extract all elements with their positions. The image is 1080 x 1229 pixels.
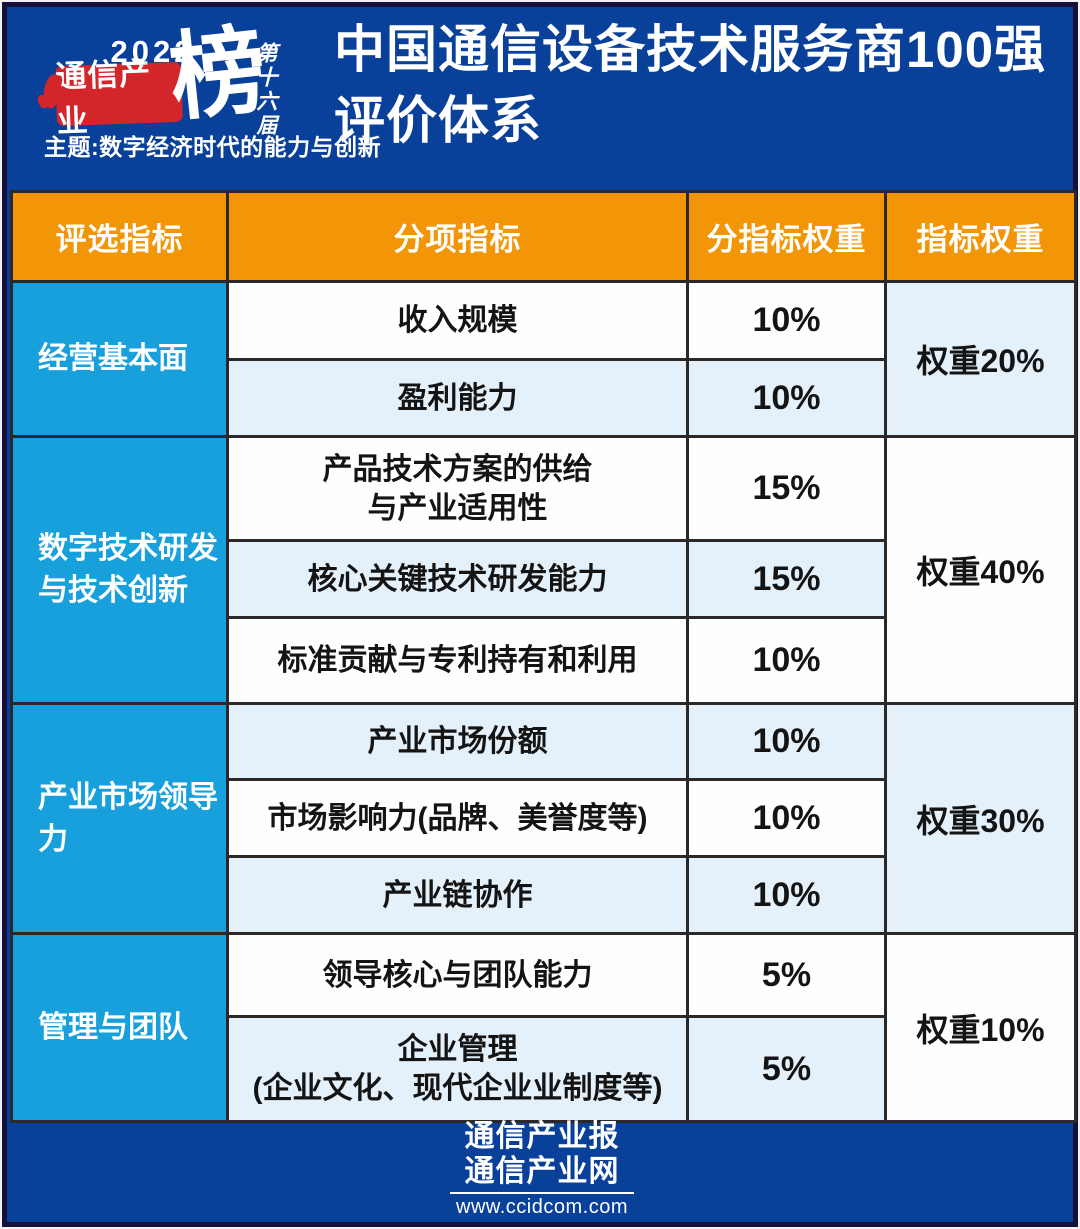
sub-weight-cell: 5%: [686, 1015, 887, 1123]
header-sub-indicator: 分项指标: [226, 190, 689, 283]
page-title-line2: 评价体系: [334, 92, 543, 149]
sub-weight-cell: 15%: [686, 435, 887, 542]
sub-weight-cell: 10%: [686, 280, 887, 361]
indicator-cell: 标准贡献与专利持有和利用: [226, 616, 689, 705]
group-cell-market-leadership: 产业市场领导力: [10, 702, 229, 935]
table-row: 产业市场领导力 产业市场份额 10% 权重30%: [10, 702, 1077, 935]
header-sub-indicator-weight: 分指标权重: [686, 190, 887, 283]
table-row: 产业链协作 10%: [12, 855, 1076, 935]
sub-weight-cell: 10%: [686, 702, 887, 781]
indicator-cell: 市场影响力(品牌、美誉度等): [226, 778, 689, 858]
header-indicator-weight: 指标权重: [884, 190, 1077, 283]
page-title-line1: 中国通信设备技术服务商100强: [334, 21, 1047, 78]
table-row: 市场影响力(品牌、美誉度等) 10%: [12, 778, 1076, 858]
table-row: 管理与团队 领导核心与团队能力 5% 权重10%: [10, 932, 1077, 1123]
table-row: 核心关键技术研发能力 15%: [12, 539, 1076, 619]
table-row: 经营基本面 收入规模 10% 权重20%: [10, 280, 1077, 438]
group-weight-cell: 权重20%: [884, 280, 1077, 438]
footer-brand-newspaper: 通信产业报: [464, 1120, 620, 1153]
table-row: 企业管理 (企业文化、现代企业业制度等) 5%: [12, 1015, 1076, 1123]
page-title: 中国通信设备技术服务商100强 评价体系: [334, 14, 1074, 156]
group-cell-fundamentals: 经营基本面: [10, 280, 229, 438]
group-cell-digital-tech: 数字技术研发与技术创新: [10, 435, 229, 705]
group-weight-cell: 权重40%: [884, 435, 1077, 705]
header-selection-indicator: 评选指标: [10, 190, 229, 283]
indicator-cell: 产品技术方案的供给 与产业适用性: [226, 435, 689, 542]
group-weight-cell: 权重10%: [884, 932, 1077, 1123]
logo-red-brush-box: 通信产业: [55, 56, 184, 139]
footer-url: www.ccidcom.com: [450, 1192, 634, 1219]
indicator-cell: 产业链协作: [226, 855, 689, 935]
sub-weight-cell: 5%: [686, 932, 887, 1018]
sub-weight-cell: 10%: [686, 358, 887, 438]
table-row: 盈利能力 10%: [12, 358, 1076, 438]
indicator-cell: 收入规模: [226, 280, 689, 361]
table-row: 标准贡献与专利持有和利用 10%: [12, 616, 1076, 705]
logo-theme-line: 主题:数字经济时代的能力与创新: [44, 134, 382, 160]
indicator-cell: 领导核心与团队能力: [226, 932, 689, 1018]
sub-weight-cell: 15%: [686, 539, 887, 619]
indicator-cell: 核心关键技术研发能力: [226, 539, 689, 619]
evaluation-table: 评选指标 分项指标 分指标权重 指标权重 经营基本面 收入规模 10% 权重20…: [10, 190, 1077, 1123]
indicator-cell: 企业管理 (企业文化、现代企业业制度等): [226, 1015, 689, 1123]
table-row: 数字技术研发与技术创新 产品技术方案的供给 与产业适用性 15% 权重40%: [10, 435, 1077, 705]
sub-weight-cell: 10%: [686, 778, 887, 858]
sub-weight-cell: 10%: [686, 616, 887, 705]
logo-edition-vertical: 第十六届: [254, 42, 277, 138]
footer-brand-website: 通信产业网: [464, 1155, 620, 1188]
group-cell-management-team: 管理与团队: [10, 932, 229, 1123]
sub-weight-cell: 10%: [686, 855, 887, 935]
indicator-cell: 盈利能力: [226, 358, 689, 438]
table-header-row: 评选指标 分项指标 分指标权重 指标权重: [10, 190, 1077, 283]
indicator-cell: 产业市场份额: [226, 702, 689, 781]
group-weight-cell: 权重30%: [884, 702, 1077, 935]
footer-band: 通信产业报 通信产业网 www.ccidcom.com: [10, 1120, 1074, 1219]
